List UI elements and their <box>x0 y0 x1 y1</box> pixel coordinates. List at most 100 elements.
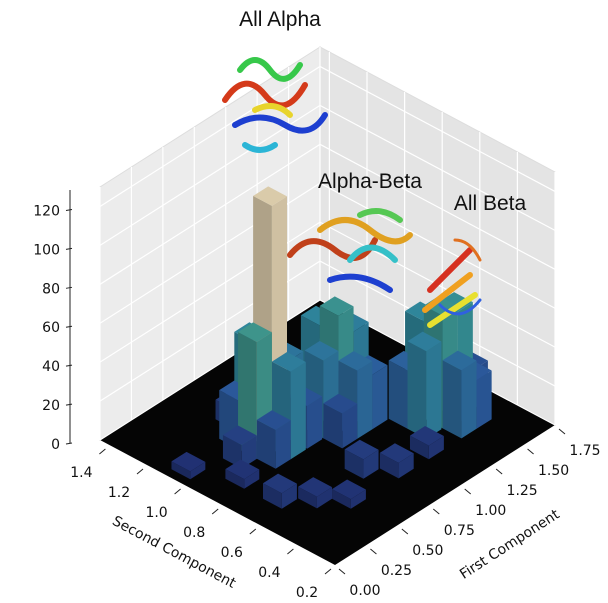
x-tick-label: 1.75 <box>569 443 600 459</box>
bar-face <box>407 331 442 352</box>
bar-face <box>275 420 291 469</box>
bar <box>298 477 333 509</box>
x-axis-label: First Component <box>457 506 563 582</box>
bar-face <box>307 396 323 449</box>
bar-face <box>338 351 373 371</box>
z-tick <box>65 403 73 406</box>
bar-face <box>379 452 399 479</box>
bar-face <box>388 360 408 429</box>
y-tick-label: 0.6 <box>221 545 243 561</box>
y-tick-label: 0.8 <box>183 525 205 541</box>
x-tick <box>432 508 440 515</box>
bar-face <box>281 483 297 509</box>
y-tick <box>136 468 144 475</box>
x-tick <box>401 528 409 535</box>
bar-face <box>398 453 414 479</box>
x-tick <box>464 488 472 495</box>
y-tick <box>174 488 181 495</box>
y-tick <box>249 528 257 535</box>
x-tick-label: 0.50 <box>412 543 443 559</box>
y-tick <box>211 508 219 515</box>
bar-face <box>363 449 379 479</box>
protein-illustrations <box>222 57 482 328</box>
bar <box>323 393 358 449</box>
x-tick <box>558 428 566 435</box>
y-tick-label: 1.0 <box>145 505 167 521</box>
annotation: Alpha-Beta <box>318 170 422 193</box>
z-tick <box>65 364 73 367</box>
y-tick <box>324 568 332 575</box>
bar-face <box>171 461 191 480</box>
bar <box>332 479 366 509</box>
x-tick-label: 1.50 <box>538 463 569 479</box>
x-tick-label: 1.00 <box>475 503 506 519</box>
z-tick-label: 40 <box>42 359 60 375</box>
y-tick <box>99 448 106 455</box>
bar-face <box>241 435 257 469</box>
bar-face <box>271 352 306 372</box>
bar-face <box>344 449 364 479</box>
z-tick-label: 0 <box>51 437 60 453</box>
bar-face <box>357 361 373 439</box>
annotation: All Beta <box>454 192 527 215</box>
bar-face <box>319 296 354 316</box>
z-tick-label: 100 <box>33 242 60 258</box>
x-tick <box>370 548 377 555</box>
bar-face <box>238 322 272 343</box>
bar <box>225 459 260 489</box>
x-tick <box>495 468 503 475</box>
bar-face <box>426 341 442 439</box>
bar-face <box>171 451 206 472</box>
bar-face <box>256 410 291 430</box>
z-tick <box>65 247 73 250</box>
bar-face <box>244 469 260 489</box>
bar <box>263 473 297 509</box>
z-tick <box>65 325 73 328</box>
bar-face <box>438 292 473 312</box>
bar <box>407 331 442 439</box>
bar-face <box>461 360 477 439</box>
x-tick-label: 0.75 <box>444 523 475 539</box>
z-tick <box>65 442 73 445</box>
x-tick <box>338 568 346 575</box>
y-axis-label: Second Component <box>110 513 239 592</box>
bar-face <box>409 425 444 446</box>
bar-face <box>263 483 282 509</box>
bar-face <box>379 443 414 463</box>
bar-face <box>428 435 444 460</box>
bars <box>171 186 492 509</box>
z-tick-label: 60 <box>42 320 60 336</box>
bar <box>222 425 257 469</box>
bar-face <box>442 350 477 371</box>
bar-face <box>476 370 492 429</box>
x-tick-label: 1.25 <box>507 483 538 499</box>
bar-face <box>298 477 333 497</box>
y-tick-label: 0.4 <box>258 565 280 581</box>
bar <box>442 350 477 439</box>
x-tick <box>527 448 534 455</box>
bar-face <box>225 469 245 489</box>
z-tick <box>65 208 73 211</box>
bar-face <box>332 489 351 509</box>
bar-face <box>238 332 257 459</box>
bar <box>344 439 379 479</box>
z-tick <box>65 286 73 289</box>
bar-face <box>332 479 366 500</box>
bar-face <box>350 489 366 509</box>
bar-face <box>298 486 317 509</box>
bar-face <box>407 341 427 439</box>
bar-face <box>190 461 206 480</box>
bar-face <box>323 393 358 414</box>
bar-face <box>222 425 257 446</box>
y-tick-label: 1.4 <box>70 465 92 481</box>
z-tick-label: 80 <box>42 281 60 297</box>
y-tick-label: 0.2 <box>296 585 318 599</box>
y-tick-label: 1.2 <box>108 485 130 501</box>
bar <box>256 410 291 469</box>
bar-face <box>222 435 242 469</box>
bar-face <box>253 186 288 206</box>
bar-face <box>290 362 306 460</box>
z-tick-label: 120 <box>33 203 60 219</box>
x-tick-label: 0.00 <box>349 583 380 599</box>
